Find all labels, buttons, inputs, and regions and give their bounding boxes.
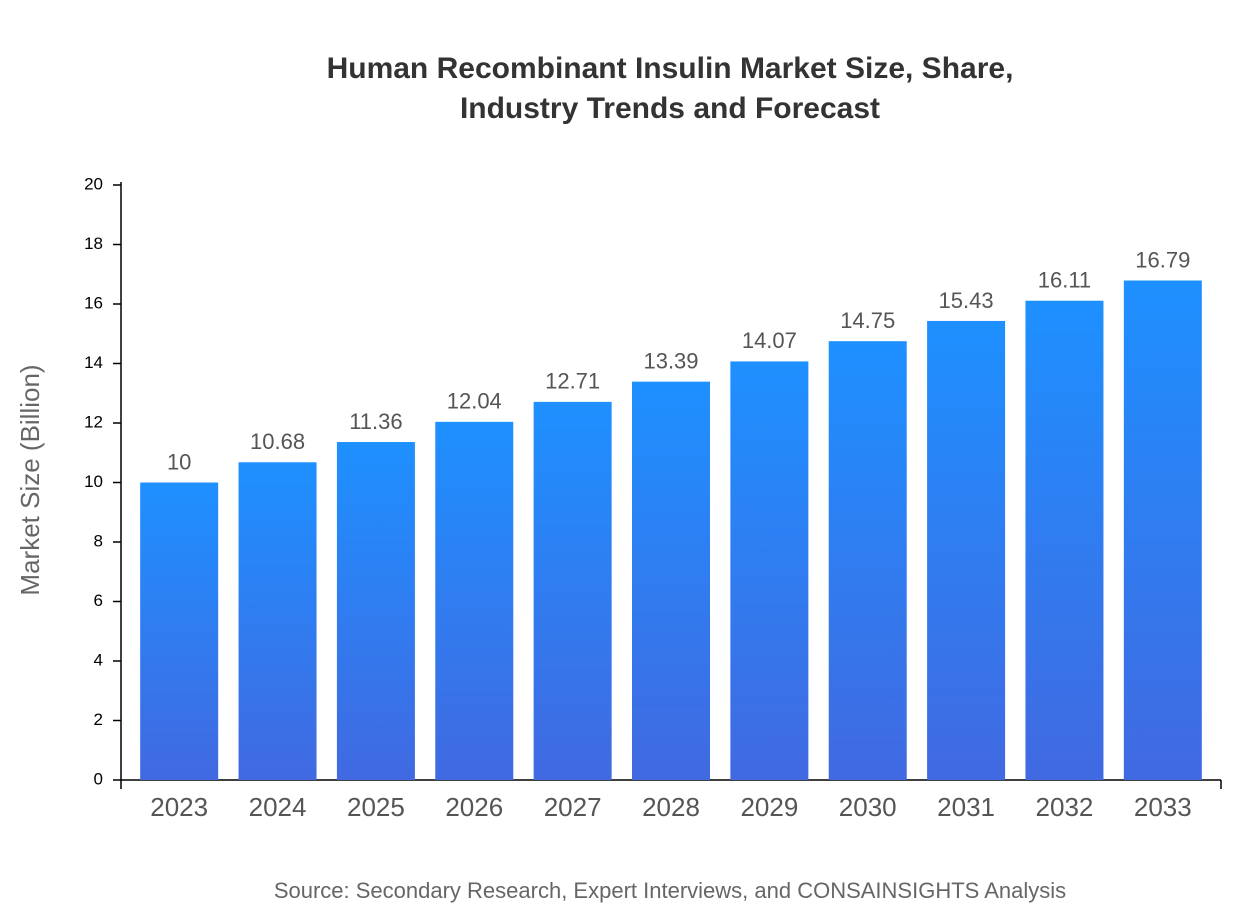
value-label: 10.68 (250, 429, 305, 454)
x-tick-label: 2032 (1036, 792, 1094, 822)
bar (1025, 300, 1104, 780)
bar (1123, 280, 1202, 780)
value-label: 16.11 (1038, 268, 1091, 293)
y-tick-label: 8 (94, 531, 103, 550)
bar (238, 462, 317, 780)
chart-title: Human Recombinant Insulin Market Size, S… (327, 52, 1014, 85)
y-tick-label: 12 (84, 412, 103, 431)
y-tick-label: 16 (84, 293, 103, 312)
value-label: 12.71 (545, 369, 600, 394)
bar (927, 320, 1006, 780)
chart-title: Industry Trends and Forecast (460, 92, 880, 125)
value-label: 14.07 (742, 328, 797, 353)
y-axis-label: Market Size (Billion) (15, 364, 45, 595)
value-label: 12.04 (447, 389, 502, 414)
value-label: 11.36 (349, 409, 402, 434)
x-tick-label: 2024 (249, 792, 307, 822)
x-tick-label: 2023 (150, 792, 208, 822)
x-tick-label: 2027 (544, 792, 602, 822)
x-tick-label: 2031 (937, 792, 995, 822)
value-label: 10 (167, 449, 191, 474)
y-tick-label: 10 (84, 472, 103, 491)
bar (632, 381, 710, 780)
y-tick-label: 2 (94, 710, 103, 729)
x-tick-label: 2033 (1134, 792, 1192, 822)
value-label: 16.79 (1135, 247, 1190, 272)
value-label: 14.75 (840, 308, 895, 333)
y-tick-label: 14 (84, 353, 103, 372)
bar (336, 442, 415, 780)
source-note: Source: Secondary Research, Expert Inter… (274, 878, 1066, 903)
bar (730, 361, 809, 780)
value-label: 15.43 (939, 288, 994, 313)
y-tick-label: 20 (84, 174, 103, 193)
y-tick-label: 6 (94, 591, 103, 610)
x-tick-label: 2026 (445, 792, 503, 822)
x-tick-label: 2029 (740, 792, 798, 822)
x-tick-label: 2030 (839, 792, 897, 822)
bar (828, 341, 907, 780)
value-label: 13.39 (643, 348, 698, 373)
y-tick-label: 4 (94, 650, 103, 669)
x-tick-label: 2025 (347, 792, 405, 822)
bar (435, 421, 514, 780)
bar (140, 482, 219, 780)
bar (533, 401, 612, 780)
y-tick-label: 0 (94, 769, 103, 788)
x-tick-label: 2028 (642, 792, 700, 822)
y-tick-label: 18 (84, 234, 103, 253)
